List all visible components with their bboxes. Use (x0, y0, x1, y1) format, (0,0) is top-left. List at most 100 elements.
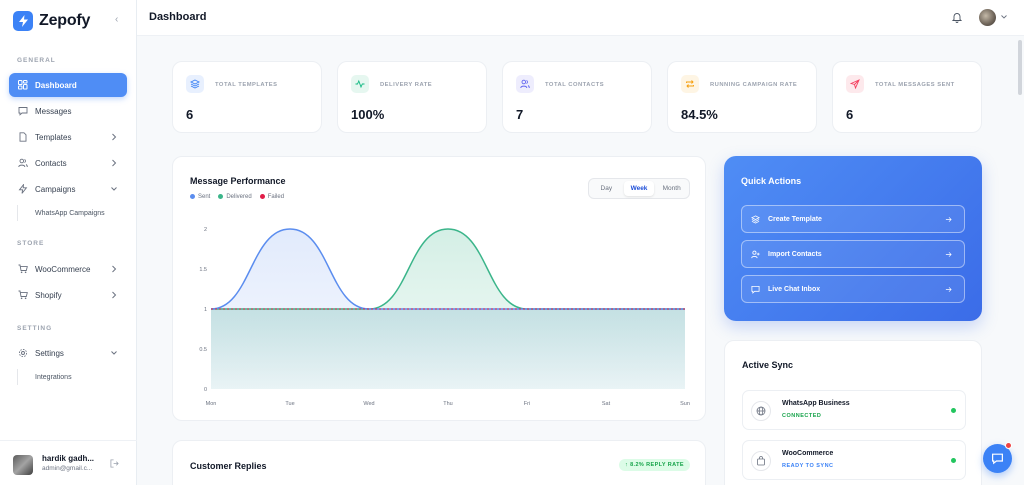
quick-actions-title: Quick Actions (741, 176, 802, 186)
avatar (13, 455, 33, 475)
x-tick-label: Tue (285, 401, 294, 407)
message-icon (18, 106, 28, 116)
y-tick-label: 0 (204, 387, 207, 393)
sync-item-woocommerce[interactable]: WooCommerce READY TO SYNC (742, 440, 966, 480)
sidebar-item-woocommerce[interactable]: WooCommerce (9, 257, 127, 281)
brand[interactable]: Zepofy (13, 11, 90, 31)
x-tick-label: Mon (206, 401, 217, 407)
repeat-icon (681, 75, 699, 93)
users-icon (18, 158, 28, 168)
tab-week[interactable]: Week (623, 181, 655, 196)
bolt-icon (13, 11, 33, 31)
status-dot (951, 408, 956, 413)
bell-icon[interactable] (951, 11, 963, 23)
scrollbar[interactable] (1018, 40, 1022, 95)
stat-card-total-templates: TOTAL TEMPLATES 6 (172, 61, 322, 133)
sidebar: Zepofy ‹ GENERAL Dashboard Messages Temp… (0, 0, 137, 485)
chevron-right-icon (112, 159, 117, 167)
legend-item-delivered: Delivered (218, 194, 252, 200)
sidebar-subitem-integrations[interactable]: Integrations (17, 369, 127, 385)
sidebar-item-dashboard[interactable]: Dashboard (9, 73, 127, 97)
chevron-down-icon (111, 187, 117, 191)
x-tick-label: Thu (443, 401, 452, 407)
chevron-down-icon[interactable] (1001, 15, 1007, 19)
stat-card-delivery-rate: DELIVERY RATE 100% (337, 61, 487, 133)
x-tick-label: Sat (602, 401, 611, 407)
sidebar-item-label: Dashboard (35, 80, 77, 90)
section-label-general: GENERAL (17, 57, 56, 64)
section-label-store: STORE (17, 240, 45, 247)
arrow-right-icon (945, 217, 952, 222)
sidebar-item-label: Campaigns (35, 184, 76, 194)
gear-icon (18, 348, 28, 358)
y-tick-label: 0.5 (199, 347, 207, 353)
x-tick-label: Wed (363, 401, 374, 407)
y-tick-label: 1 (204, 307, 207, 313)
button-label: Import Contacts (768, 250, 822, 258)
stat-value: 100% (351, 107, 385, 122)
section-label-setting: SETTING (17, 325, 53, 332)
status-dot (951, 458, 956, 463)
user-plus-icon (751, 250, 760, 259)
cart-icon (18, 290, 28, 300)
notification-badge (1005, 442, 1012, 449)
tab-month[interactable]: Month (662, 185, 681, 192)
sidebar-item-label: Shopify (35, 290, 62, 300)
globe-icon (751, 401, 771, 421)
stat-label: TOTAL MESSAGES SENT (875, 82, 955, 88)
user-profile[interactable]: hardik gadh... admin@gmail.c... (0, 440, 137, 485)
stat-value: 7 (516, 107, 524, 122)
sidebar-item-templates[interactable]: Templates (9, 125, 127, 149)
sync-name: WooCommerce (782, 450, 834, 457)
chevron-down-icon (111, 351, 117, 355)
customer-replies-card: Customer Replies ↑ 8.2% REPLY RATE (172, 440, 706, 485)
quick-actions-card: Quick Actions Create Template Import Con… (724, 156, 982, 321)
stat-label: RUNNING CAMPAIGN RATE (710, 82, 798, 88)
tab-day[interactable]: Day (600, 185, 613, 192)
chart-title: Message Performance (190, 176, 286, 186)
users-icon (516, 75, 534, 93)
sidebar-item-campaigns[interactable]: Campaigns (9, 177, 127, 201)
customer-replies-title: Customer Replies (190, 461, 267, 471)
import-contacts-button[interactable]: Import Contacts (741, 240, 965, 268)
chevron-right-icon (112, 291, 117, 299)
layers-icon (751, 214, 760, 224)
stat-label: TOTAL TEMPLATES (215, 82, 278, 88)
page-title: Dashboard (149, 11, 207, 23)
sidebar-item-label: WooCommerce (35, 264, 91, 274)
chat-icon (751, 285, 760, 294)
sidebar-item-shopify[interactable]: Shopify (9, 283, 127, 307)
sync-item-whatsapp-business[interactable]: WhatsApp Business CONNECTED (742, 390, 966, 430)
arrow-right-icon (945, 252, 952, 257)
stat-value: 6 (186, 107, 194, 122)
live-chat-inbox-button[interactable]: Live Chat Inbox (741, 275, 965, 303)
sidebar-item-messages[interactable]: Messages (9, 99, 127, 123)
sync-status: CONNECTED (782, 413, 822, 419)
stat-value: 6 (846, 107, 854, 122)
collapse-sidebar-button[interactable]: ‹ (115, 14, 119, 25)
create-template-button[interactable]: Create Template (741, 205, 965, 233)
sync-name: WhatsApp Business (782, 400, 850, 407)
active-sync-card: Active Sync WhatsApp Business CONNECTED … (724, 340, 982, 485)
zap-icon (18, 184, 28, 194)
button-label: Create Template (768, 215, 822, 223)
active-sync-title: Active Sync (742, 360, 794, 370)
message-performance-card: Message Performance Sent Delivered Faile… (172, 156, 706, 421)
send-icon (846, 75, 864, 93)
period-toggle: Day Week Month (588, 178, 690, 199)
sidebar-subitem-whatsapp-campaigns[interactable]: WhatsApp Campaigns (17, 205, 127, 221)
stat-card-total-messages-sent: TOTAL MESSAGES SENT 6 (832, 61, 982, 133)
x-tick-label: Sun (680, 401, 690, 407)
grid-icon (18, 80, 28, 90)
sidebar-item-contacts[interactable]: Contacts (9, 151, 127, 175)
stat-value: 84.5% (681, 107, 718, 122)
layers-icon (186, 75, 204, 93)
y-tick-label: 2 (204, 227, 207, 233)
series-line-sent (210, 228, 685, 310)
logout-icon[interactable] (110, 459, 119, 468)
sidebar-item-settings[interactable]: Settings (9, 341, 127, 365)
sync-status: READY TO SYNC (782, 463, 834, 469)
sidebar-item-label: Contacts (35, 158, 67, 168)
avatar[interactable] (979, 9, 996, 26)
stat-card-running-campaign-rate: RUNNING CAMPAIGN RATE 84.5% (667, 61, 817, 133)
